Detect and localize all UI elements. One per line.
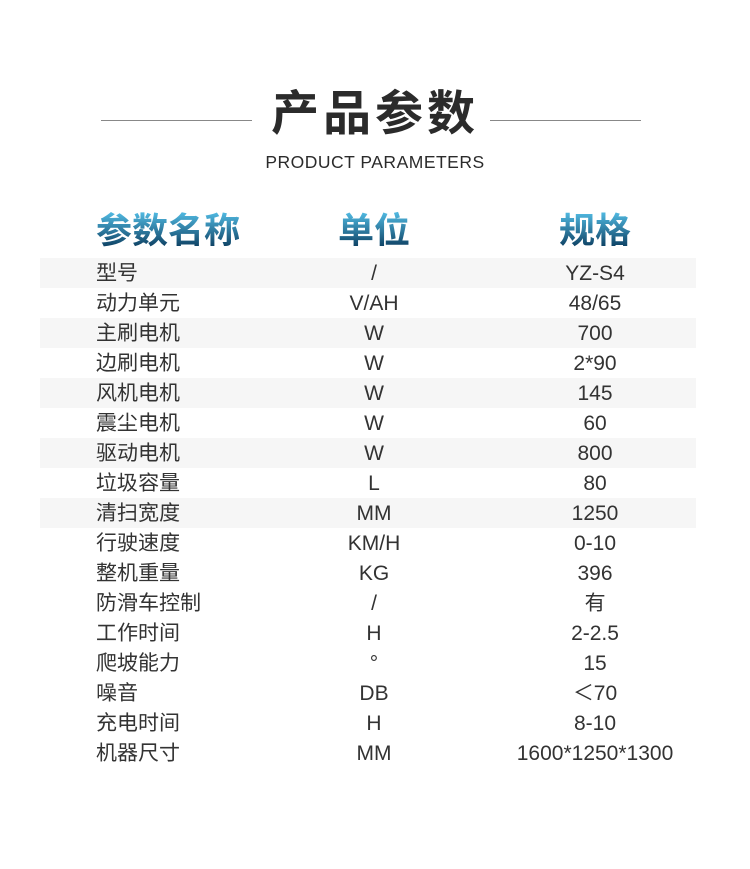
svg-text:W: W [364, 412, 384, 435]
svg-text:噪音: 噪音 [96, 681, 138, 705]
svg-text:W: W [364, 442, 384, 465]
svg-text:主刷电机: 主刷电机 [96, 322, 180, 345]
svg-text:风机电机: 风机电机 [96, 382, 180, 405]
svg-text:KM/H: KM/H [348, 532, 401, 555]
svg-text:行驶速度: 行驶速度 [96, 532, 180, 555]
svg-text:1250: 1250 [572, 502, 619, 525]
svg-text:L: L [368, 472, 380, 495]
svg-text:工作时间: 工作时间 [96, 622, 180, 645]
svg-text:型号: 型号 [96, 262, 138, 285]
svg-text:PRODUCT PARAMETERS: PRODUCT PARAMETERS [265, 152, 484, 172]
svg-text:W: W [364, 382, 384, 405]
svg-text:DB: DB [359, 682, 388, 705]
svg-text:YZ-S4: YZ-S4 [565, 262, 625, 285]
svg-text:8-10: 8-10 [574, 712, 616, 735]
svg-text:H: H [366, 622, 381, 645]
svg-text:KG: KG [359, 562, 389, 585]
svg-text:垃圾容量: 垃圾容量 [96, 472, 180, 495]
svg-text:清扫宽度: 清扫宽度 [96, 501, 180, 525]
svg-text:396: 396 [577, 562, 612, 585]
svg-text:＜70: ＜70 [573, 682, 617, 705]
svg-text:W: W [364, 322, 384, 345]
svg-text:60: 60 [583, 412, 606, 435]
svg-text:产品参数: 产品参数 [271, 88, 479, 141]
svg-text:0-10: 0-10 [574, 532, 616, 555]
svg-text:°: ° [370, 652, 378, 675]
svg-text:15: 15 [583, 652, 606, 675]
svg-text:防滑车控制: 防滑车控制 [96, 592, 201, 615]
svg-text:80: 80 [583, 472, 606, 495]
svg-text:驱动电机: 驱动电机 [96, 442, 180, 465]
svg-text:参数名称: 参数名称 [96, 210, 240, 251]
svg-text:2-2.5: 2-2.5 [571, 622, 619, 645]
svg-text:145: 145 [577, 382, 612, 405]
svg-text:2*90: 2*90 [573, 352, 616, 375]
svg-text:动力单元: 动力单元 [96, 292, 180, 315]
svg-text:爬坡能力: 爬坡能力 [96, 652, 180, 675]
svg-text:有: 有 [585, 592, 606, 615]
svg-text:H: H [366, 712, 381, 735]
svg-text:单位: 单位 [338, 210, 410, 251]
svg-text:整机重量: 整机重量 [96, 562, 180, 585]
svg-text:W: W [364, 352, 384, 375]
svg-text:48/65: 48/65 [569, 292, 622, 315]
svg-text:1600*1250*1300: 1600*1250*1300 [517, 742, 674, 765]
svg-text:/: / [371, 262, 377, 285]
svg-text:MM: MM [357, 502, 392, 525]
svg-text:/: / [371, 592, 377, 615]
svg-text:800: 800 [577, 442, 612, 465]
svg-text:震尘电机: 震尘电机 [96, 412, 180, 435]
svg-text:MM: MM [357, 742, 392, 765]
svg-text:边刷电机: 边刷电机 [96, 352, 180, 375]
svg-text:机器尺寸: 机器尺寸 [96, 742, 180, 765]
svg-text:700: 700 [577, 322, 612, 345]
svg-text:充电时间: 充电时间 [96, 712, 180, 735]
svg-text:规格: 规格 [559, 210, 631, 251]
svg-text:V/AH: V/AH [349, 292, 398, 315]
